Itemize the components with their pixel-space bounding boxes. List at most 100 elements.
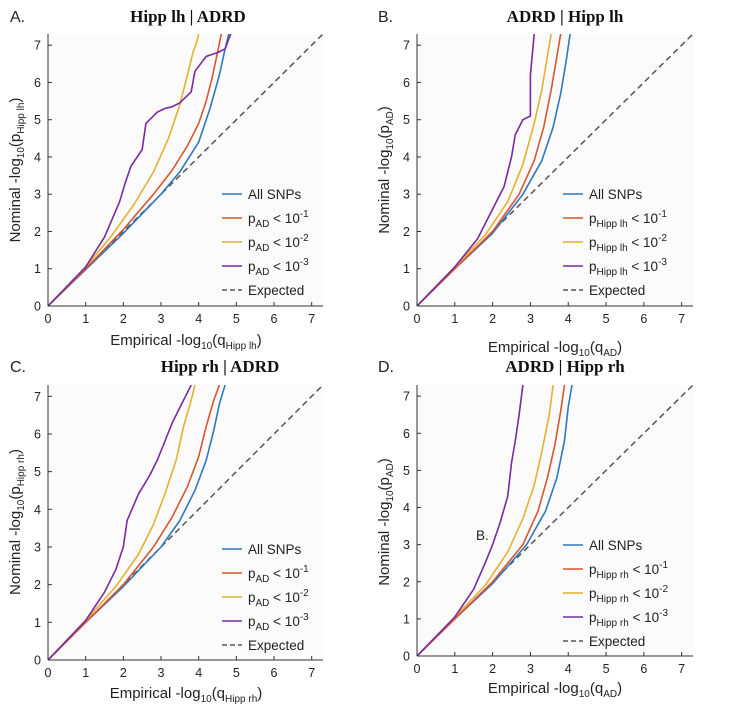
legend-exponent: -3 [659, 608, 668, 619]
series-line-p2 [417, 385, 554, 656]
x-tick-label: 4 [565, 312, 572, 326]
x-label-main: Empirical -log [110, 332, 201, 349]
panel-d: D. ADRD | Hipp rh 0 1 2 3 4 5 6 7 0 1 2 3 4 5 6 7 Empirica… [376, 357, 693, 700]
x-tick-label: 2 [489, 312, 496, 326]
legend-entry-all: All SNPs [589, 187, 643, 202]
legend-exponent: -2 [659, 584, 668, 595]
x-axis-label: Empirical -log10(qHipp lh) [110, 332, 261, 352]
x-tick-label: 2 [120, 312, 127, 326]
legend-p: p [248, 259, 256, 274]
legend-entry-p3: pAD < 10-3 [248, 257, 309, 278]
legend-text: All SNPs [248, 187, 302, 202]
panel-title: ADRD | Hipp rh [505, 357, 625, 376]
y-label-paren: (p [376, 477, 393, 490]
legend-sub: AD [256, 598, 270, 609]
y-tick-label: 4 [34, 503, 41, 517]
y-tick-label: 1 [403, 262, 410, 276]
legend-entry-p2: pHipp lh < 10-2 [589, 233, 667, 254]
series-line-p3 [417, 34, 535, 306]
x-tick-label: 7 [308, 666, 315, 680]
legend-p: p [589, 610, 597, 625]
legend-threshold: < 10 [629, 586, 659, 601]
x-tick-label: 4 [195, 666, 202, 680]
x-tick-label: 4 [195, 312, 202, 326]
legend-entry-p1: pHipp rh < 10-1 [589, 560, 669, 581]
legend-p: p [589, 562, 597, 577]
x-axis-label: Empirical -log10(qHipp rh) [110, 685, 263, 705]
x-tick-label: 6 [271, 312, 278, 326]
series-line-p2 [48, 34, 200, 306]
series-group [417, 34, 693, 306]
x-label-sub10: 10 [201, 341, 213, 352]
legend-sub: Hipp lh [597, 219, 628, 230]
legend-threshold: < 10 [628, 259, 658, 274]
legend-p: p [589, 235, 597, 250]
x-tick-label: 3 [158, 312, 165, 326]
x-tick-label: 6 [640, 312, 647, 326]
x-label-close: ) [617, 339, 622, 356]
y-label-sub10: 10 [385, 490, 396, 502]
x-label-close: ) [257, 332, 262, 349]
legend-p: p [248, 614, 256, 629]
x-tick-label: 3 [158, 666, 165, 680]
legend-threshold: < 10 [628, 235, 658, 250]
legend-threshold: < 10 [269, 614, 299, 629]
stray-annotation: B. [476, 528, 489, 543]
y-tick-label: 7 [34, 390, 41, 404]
x-label-main: Empirical -log [488, 339, 579, 356]
y-tick-label: 5 [403, 464, 410, 478]
y-tick-label: 7 [34, 39, 41, 53]
y-tick-label: 0 [34, 654, 41, 668]
legend-entry-p1: pAD < 10-1 [248, 564, 309, 585]
legend-text: Expected [589, 634, 645, 649]
y-label-main: Nominal -log [376, 502, 393, 586]
legend-entry-expected: Expected [248, 638, 304, 653]
y-label-main: Nominal -log [376, 150, 393, 234]
x-label-paren: (q [212, 685, 225, 702]
y-tick-label: 2 [403, 225, 410, 239]
series-line-p2 [48, 385, 196, 660]
legend-text: All SNPs [589, 187, 643, 202]
legend-entry-p2: pAD < 10-2 [248, 233, 309, 254]
x-tick-label: 2 [120, 666, 127, 680]
y-label-sub10: 10 [16, 499, 27, 511]
x-label-main: Empirical -log [488, 680, 579, 697]
legend-text: Expected [248, 283, 304, 298]
legend-sub: AD [256, 622, 270, 633]
y-tick-label: 6 [403, 76, 410, 90]
legend-exponent: -1 [659, 560, 668, 571]
y-axis-label: Nominal -log10(pAD) [376, 106, 396, 234]
legend-text: Expected [589, 283, 645, 298]
legend-sub: Hipp rh [597, 594, 629, 605]
legend-exponent: -1 [300, 209, 309, 220]
y-tick-label: 7 [403, 390, 410, 404]
legend-p: p [248, 590, 256, 605]
legend-entry-p1: pHipp lh < 10-1 [589, 209, 667, 230]
y-tick-label: 5 [403, 113, 410, 127]
panel-letter: C. [10, 359, 26, 376]
x-label-main: Empirical -log [110, 685, 201, 702]
legend-entry-p2: pHipp rh < 10-2 [589, 584, 669, 605]
x-tick-label: 1 [451, 662, 458, 676]
y-label-close: ) [376, 106, 393, 111]
x-label-sub10: 10 [579, 348, 591, 359]
legend-p: p [589, 586, 597, 601]
legend-p: p [589, 211, 597, 226]
y-label-sub10: 10 [16, 147, 27, 159]
y-tick-label: 3 [403, 538, 410, 552]
y-label-sub: Hipp rh [16, 454, 27, 486]
x-label-sub10: 10 [201, 694, 213, 705]
x-tick-label: 6 [640, 662, 647, 676]
x-label-sub: AD [603, 689, 617, 700]
x-label-close: ) [257, 685, 262, 702]
legend-threshold: < 10 [628, 211, 658, 226]
y-axis-label: Nominal -log10(pAD) [376, 458, 396, 586]
y-tick-label: 7 [403, 39, 410, 53]
x-tick-label: 1 [451, 312, 458, 326]
legend-exponent: -3 [658, 257, 667, 268]
y-label-close: ) [376, 458, 393, 463]
panel-letter: B. [378, 9, 393, 26]
legend-exponent: -1 [300, 564, 309, 575]
